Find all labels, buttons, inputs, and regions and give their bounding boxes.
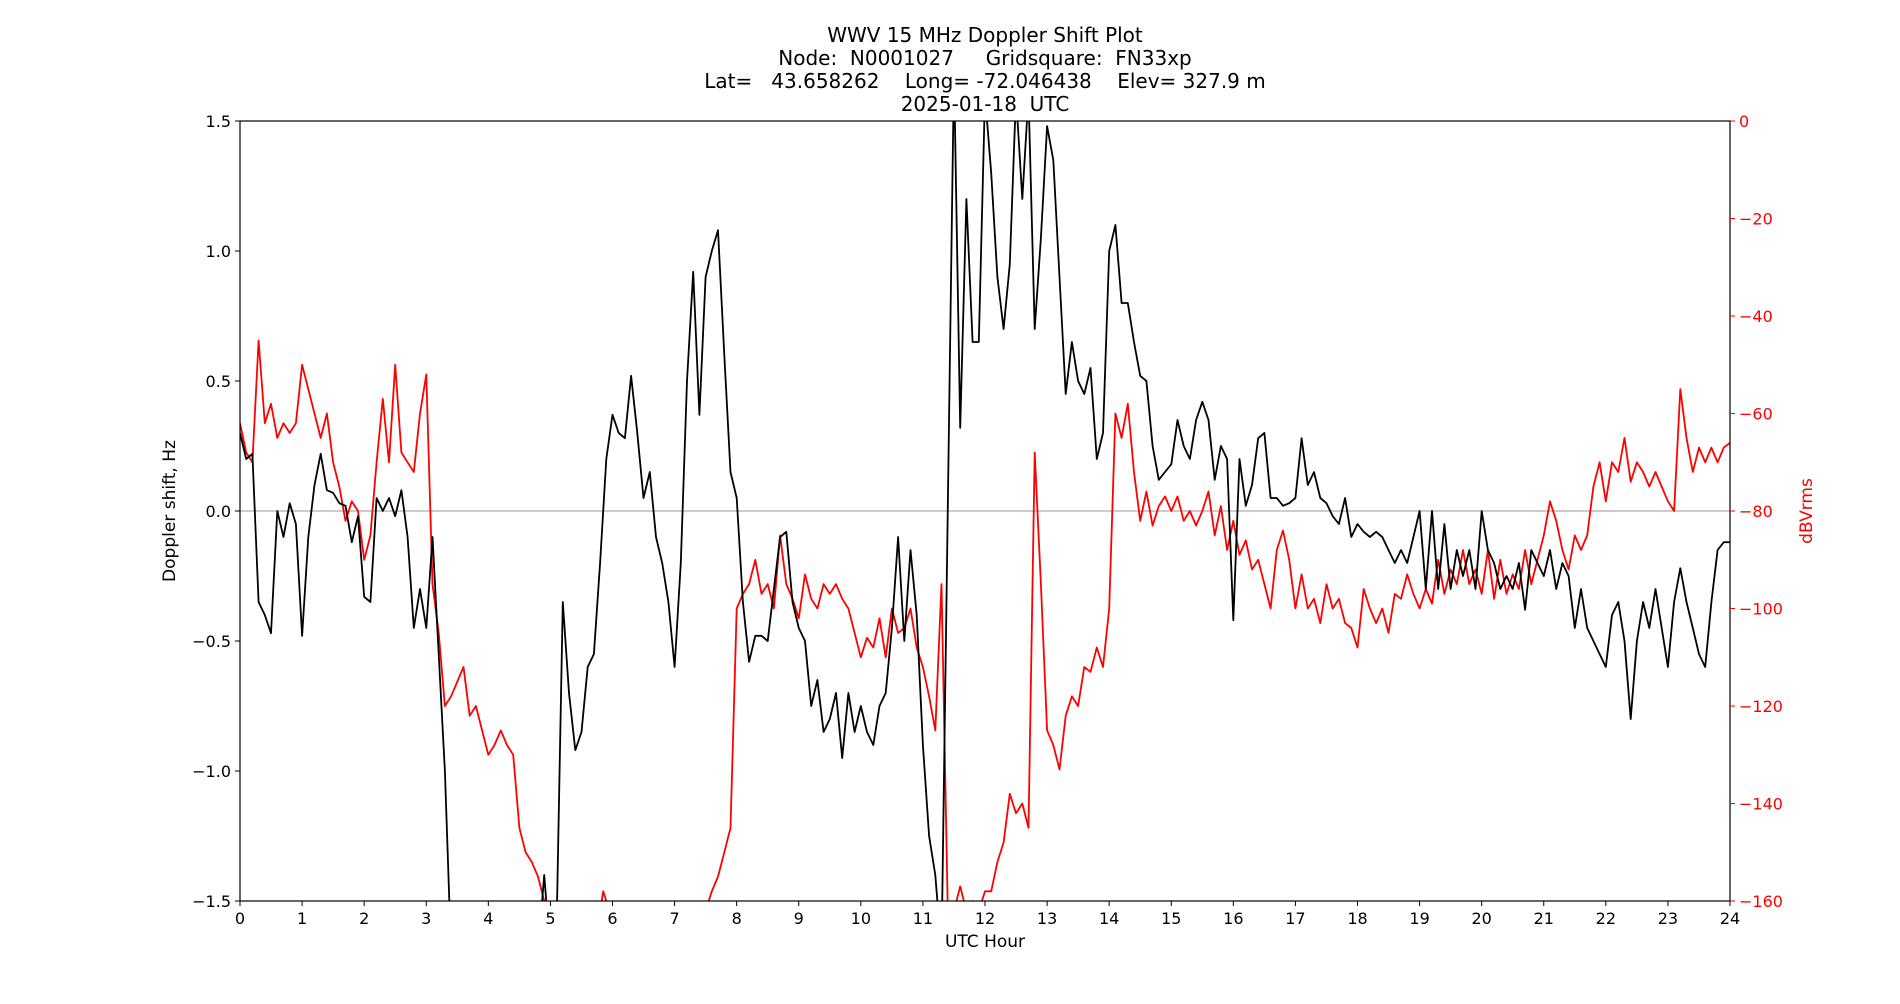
x-tick-label: 1 [297,909,307,928]
chart-title-line-4: 2025-01-18 UTC [901,92,1070,116]
x-axis-label: UTC Hour [945,932,1025,952]
chart-title-line-2: Node: N0001027 Gridsquare: FN33xp [778,46,1191,70]
x-tick-label: 11 [913,909,933,928]
power-series-line [240,339,1730,901]
y-tick-label: 0.0 [206,502,231,521]
chart-title-line-1: WWV 15 MHz Doppler Shift Plot [827,23,1143,47]
y-right-tick-label: −100 [1739,600,1783,619]
x-tick-label: 4 [483,909,493,928]
y-right-tick-label: −120 [1739,697,1783,716]
x-tick-label: 14 [1099,909,1119,928]
x-tick-label: 18 [1347,909,1367,928]
y-tick-label: 1.5 [206,112,231,131]
x-tick-label: 7 [669,909,679,928]
x-tick-label: 22 [1596,909,1616,928]
x-tick-label: 8 [732,909,742,928]
x-tick-label: 15 [1161,909,1181,928]
y-axis-label: Doppler shift, Hz [160,440,180,582]
doppler-series-line [240,121,1730,901]
x-tick-label: 10 [851,909,871,928]
x-tick-label: 19 [1409,909,1429,928]
y-right-tick-label: −160 [1739,892,1783,911]
x-tick-label: 13 [1037,909,1057,928]
x-tick-label: 2 [359,909,369,928]
y-right-tick-label: −40 [1739,307,1773,326]
y-tick-label: 1.0 [206,242,231,261]
y-tick-label: −1.0 [192,762,231,781]
x-tick-label: 5 [545,909,555,928]
y-right-tick-label: 0 [1739,112,1749,131]
x-tick-label: 24 [1720,909,1740,928]
y-right-tick-label: −60 [1739,405,1773,424]
x-tick-label: 6 [607,909,617,928]
x-tick-label: 16 [1223,909,1243,928]
chart-title-line-3: Lat= 43.658262 Long= -72.046438 Elev= 32… [704,69,1266,93]
x-tick-label: 3 [421,909,431,928]
y-tick-label: −1.5 [192,892,231,911]
y-tick-label: 0.5 [206,372,231,391]
y-right-tick-label: −80 [1739,502,1773,521]
y-axis-right-label: dBVrms [1797,478,1817,544]
x-tick-label: 0 [235,909,245,928]
x-tick-label: 20 [1471,909,1491,928]
x-tick-label: 12 [975,909,995,928]
x-tick-label: 21 [1534,909,1554,928]
y-tick-label: −0.5 [192,632,231,651]
y-right-tick-label: −140 [1739,795,1783,814]
x-tick-label: 9 [794,909,804,928]
x-tick-label: 23 [1658,909,1678,928]
x-tick-label: 17 [1285,909,1305,928]
y-right-tick-label: −20 [1739,210,1773,229]
